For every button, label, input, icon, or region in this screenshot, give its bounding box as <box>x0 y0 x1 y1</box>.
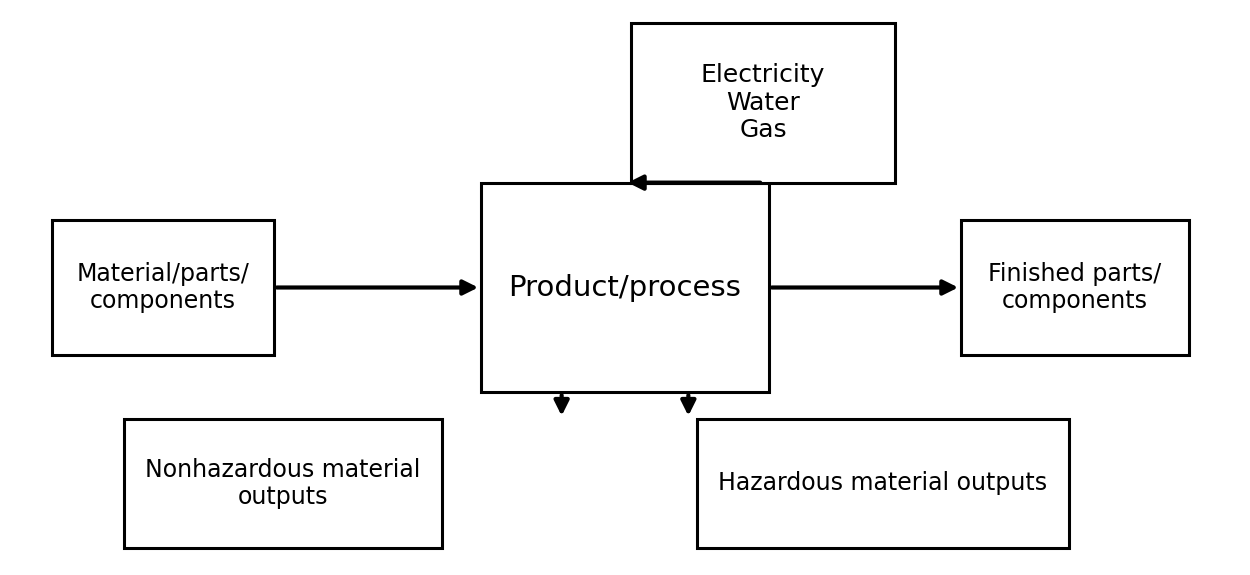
Text: Product/process: Product/process <box>509 274 741 301</box>
Text: Hazardous material outputs: Hazardous material outputs <box>719 472 1048 496</box>
Text: Material/parts/
components: Material/parts/ components <box>76 262 250 313</box>
Bar <box>631 22 895 183</box>
Bar <box>481 183 769 392</box>
Bar <box>124 419 442 549</box>
Bar <box>961 220 1189 355</box>
Bar <box>698 419 1069 549</box>
Text: Finished parts/
components: Finished parts/ components <box>989 262 1161 313</box>
Bar <box>52 220 274 355</box>
Text: Nonhazardous material
outputs: Nonhazardous material outputs <box>145 458 421 509</box>
Text: Electricity
Water
Gas: Electricity Water Gas <box>701 63 825 143</box>
